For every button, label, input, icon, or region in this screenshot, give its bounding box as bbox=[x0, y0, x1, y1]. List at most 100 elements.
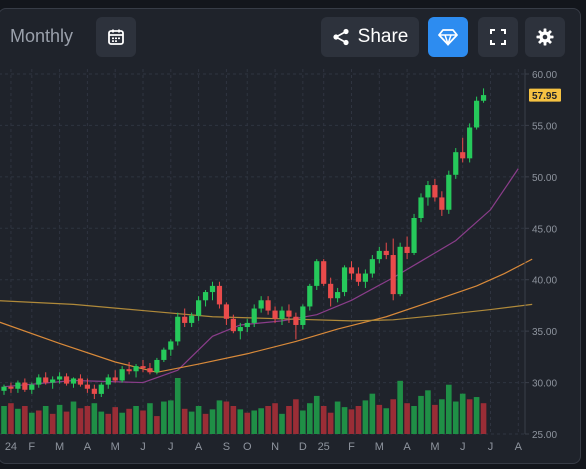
candle-body bbox=[453, 152, 459, 175]
last-price-label: 57.95 bbox=[532, 91, 557, 102]
price-tick-label: 35.00 bbox=[532, 327, 557, 338]
candle-body bbox=[168, 341, 174, 350]
settings-button[interactable] bbox=[525, 17, 565, 57]
volume-bar bbox=[1, 406, 7, 434]
candle-body bbox=[279, 310, 285, 319]
time-tick-label: J bbox=[488, 441, 494, 453]
fullscreen-button[interactable] bbox=[478, 17, 518, 57]
candle-body bbox=[126, 369, 132, 372]
candle-body bbox=[70, 378, 77, 384]
volume-bar bbox=[293, 399, 299, 434]
volume-bar bbox=[42, 406, 49, 434]
volume-bar bbox=[480, 403, 487, 434]
candle-body bbox=[98, 384, 104, 394]
candle-body bbox=[383, 250, 389, 256]
volume-bar bbox=[133, 406, 139, 434]
candle-body bbox=[369, 259, 375, 274]
candle-body bbox=[439, 197, 445, 210]
volume-bar bbox=[348, 409, 355, 434]
volume-bar bbox=[161, 401, 167, 434]
volume-bar bbox=[383, 408, 390, 434]
candle-body bbox=[36, 377, 42, 385]
candle-body bbox=[404, 246, 410, 253]
time-tick-label: J bbox=[168, 441, 174, 453]
calendar-button[interactable] bbox=[96, 17, 136, 57]
candle-body bbox=[57, 376, 63, 380]
candle-body bbox=[43, 377, 49, 383]
candle-body bbox=[112, 377, 118, 381]
candle-body bbox=[390, 255, 396, 295]
candle-body bbox=[258, 300, 264, 309]
candle-body bbox=[328, 283, 334, 299]
candle-body bbox=[321, 261, 327, 284]
candle-body bbox=[300, 306, 306, 325]
volume-bar bbox=[105, 413, 112, 434]
volume-bar bbox=[119, 412, 125, 434]
candle-body bbox=[175, 316, 181, 342]
candle-body bbox=[251, 308, 257, 323]
volume-bar bbox=[473, 397, 480, 434]
volume-bar bbox=[251, 410, 257, 434]
share-label: Share bbox=[357, 26, 409, 47]
candle-body bbox=[119, 369, 125, 381]
volume-bar bbox=[209, 409, 216, 434]
volume-bar bbox=[404, 403, 410, 434]
candle-body bbox=[209, 285, 216, 293]
candle-body bbox=[91, 388, 97, 394]
candle-body bbox=[446, 174, 452, 210]
price-tick-label: 45.00 bbox=[532, 224, 557, 235]
candle-body bbox=[77, 378, 84, 385]
candle-body bbox=[362, 273, 368, 282]
time-tick-label: F bbox=[28, 441, 35, 453]
volume-bar bbox=[168, 400, 174, 434]
time-tick-label: D bbox=[299, 441, 307, 453]
candle-body bbox=[432, 185, 438, 198]
time-tick-label: 24 bbox=[5, 441, 17, 453]
time-tick-label: A bbox=[195, 441, 203, 453]
volume-bar bbox=[265, 406, 271, 434]
candlestick-chart[interactable]: 60.00 55.00 50.00 45.00 40.00 35.00 30.00 25.00… bbox=[0, 9, 580, 463]
candle-body bbox=[244, 322, 250, 328]
candle-body bbox=[84, 384, 90, 389]
time-tick-label: M bbox=[375, 441, 384, 453]
candle-body bbox=[286, 310, 292, 317]
volume-bar bbox=[22, 406, 28, 434]
candle-body bbox=[307, 285, 313, 307]
candle-body bbox=[1, 386, 7, 391]
volume-bar bbox=[181, 408, 188, 434]
fullscreen-icon bbox=[490, 29, 506, 45]
share-button[interactable]: Share bbox=[321, 17, 419, 57]
volume-bar bbox=[244, 412, 251, 434]
volume-bar bbox=[459, 393, 466, 434]
volume-bar bbox=[188, 411, 195, 434]
candle-body bbox=[474, 100, 480, 128]
price-tick-label: 30.00 bbox=[532, 379, 557, 390]
volume-bar bbox=[35, 410, 42, 434]
volume-bar bbox=[216, 400, 223, 434]
candle-body bbox=[196, 300, 202, 316]
volume-bar bbox=[362, 400, 369, 434]
volume-bar bbox=[432, 404, 438, 434]
volume-bar bbox=[397, 380, 403, 434]
volume-bar bbox=[195, 406, 202, 434]
price-axis: 60.00 55.00 50.00 45.00 40.00 35.00 30.00 25.00… bbox=[524, 69, 561, 441]
volume-bar bbox=[126, 408, 132, 434]
volume-bar bbox=[223, 401, 230, 434]
volume-bar bbox=[341, 407, 348, 434]
volume-bar bbox=[320, 406, 327, 434]
moving-average-line-3 bbox=[0, 300, 533, 322]
candle-body bbox=[314, 261, 320, 286]
price-tick-label: 50.00 bbox=[532, 173, 557, 184]
candle-body bbox=[411, 218, 417, 253]
volume-bar bbox=[313, 395, 320, 434]
candle-body bbox=[202, 292, 209, 301]
time-tick-label: N bbox=[271, 441, 279, 453]
candle-body bbox=[29, 384, 35, 390]
candle-body bbox=[15, 382, 21, 389]
price-candles bbox=[1, 88, 487, 400]
time-tick-label: O bbox=[243, 441, 252, 453]
premium-button[interactable] bbox=[428, 17, 468, 57]
volume-bar bbox=[63, 411, 70, 434]
period-label[interactable]: Monthly bbox=[10, 26, 74, 46]
candle-body bbox=[154, 359, 160, 373]
